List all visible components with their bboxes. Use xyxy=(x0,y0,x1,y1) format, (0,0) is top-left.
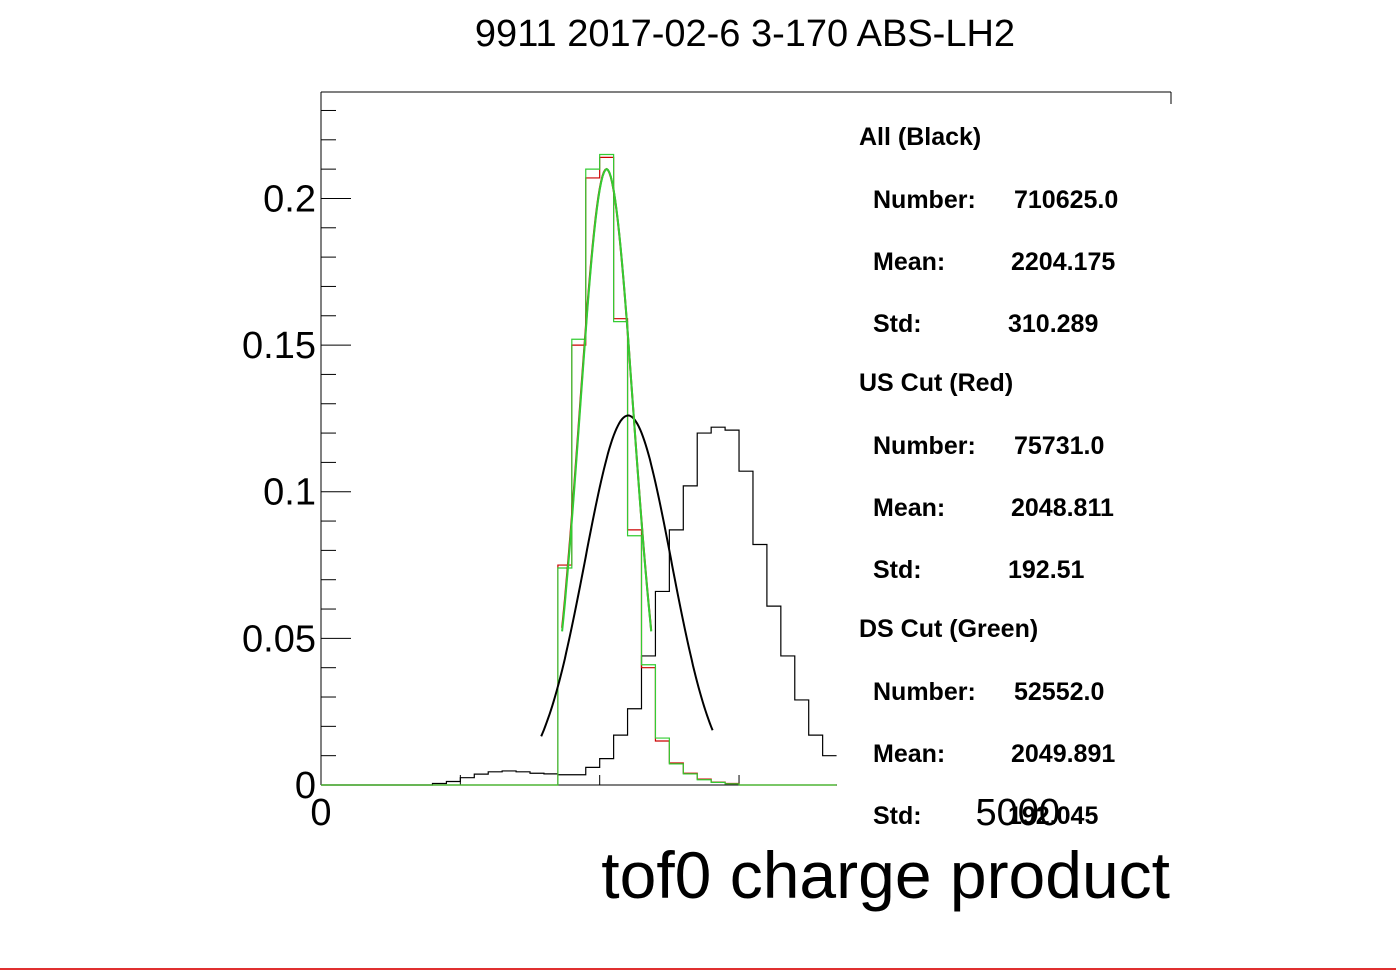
bottom-divider xyxy=(0,968,1396,970)
fit-curve-0 xyxy=(540,414,714,737)
stats-value-us-mean: 2048.811 xyxy=(1011,494,1114,522)
stats-value-us-number: 75731.0 xyxy=(1014,432,1104,460)
y-tick-label: 0.15 xyxy=(242,325,316,367)
fit-curve-2 xyxy=(561,167,653,632)
stats-value-ds-mean: 2049.891 xyxy=(1011,740,1115,768)
x-tick-label: 0 xyxy=(310,792,331,834)
histogram-series-0 xyxy=(321,426,837,786)
y-tick-label: 0.1 xyxy=(263,472,316,514)
stats-label-all-mean: Mean: xyxy=(873,248,945,276)
y-tick-label: 0 xyxy=(295,765,316,807)
fit-curve-1 xyxy=(561,167,653,631)
axis-ticks xyxy=(321,109,1019,786)
x-axis-label: tof0 charge product xyxy=(601,838,1170,912)
stats-label-ds-number: Number: xyxy=(873,678,976,706)
fit-curves-layer xyxy=(540,167,714,737)
stats-label-all-std: Std: xyxy=(873,310,922,338)
stats-label-us-mean: Mean: xyxy=(873,494,945,522)
chart-title: 9911 2017-02-6 3-170 ABS-LH2 xyxy=(475,13,1015,55)
stats-value-all-number: 710625.0 xyxy=(1014,186,1118,214)
stats-value-all-std: 310.289 xyxy=(1008,310,1098,338)
stats-label-us-std: Std: xyxy=(873,556,922,584)
y-tick-label: 0.2 xyxy=(263,178,316,220)
stats-heading-all: All (Black) xyxy=(859,123,981,151)
stats-label-all-number: Number: xyxy=(873,186,976,214)
stats-heading-us: US Cut (Red) xyxy=(859,369,1013,397)
stats-label-us-number: Number: xyxy=(873,432,976,460)
stats-value-all-mean: 2204.175 xyxy=(1011,248,1115,276)
x-tick-label: 5000 xyxy=(975,792,1060,834)
stats-label-ds-mean: Mean: xyxy=(873,740,945,768)
stats-label-ds-std: Std: xyxy=(873,802,922,830)
histogram-layer xyxy=(321,153,837,786)
stats-box-background xyxy=(837,100,1167,840)
tick-labels: 0 0.05 0.1 0.15 0.2 0 5000 xyxy=(242,178,1060,834)
stats-value-us-std: 192.51 xyxy=(1008,556,1085,584)
stats-value-ds-number: 52552.0 xyxy=(1014,678,1104,706)
histogram-series-1 xyxy=(321,156,837,786)
stats-heading-ds: DS Cut (Green) xyxy=(859,615,1038,643)
y-tick-label: 0.05 xyxy=(242,618,316,660)
histogram-series-2 xyxy=(321,153,837,786)
stats-box: All (Black) Number: 710625.0 Mean: 2204.… xyxy=(859,123,1118,830)
stats-value-ds-std: 192.045 xyxy=(1008,802,1098,830)
